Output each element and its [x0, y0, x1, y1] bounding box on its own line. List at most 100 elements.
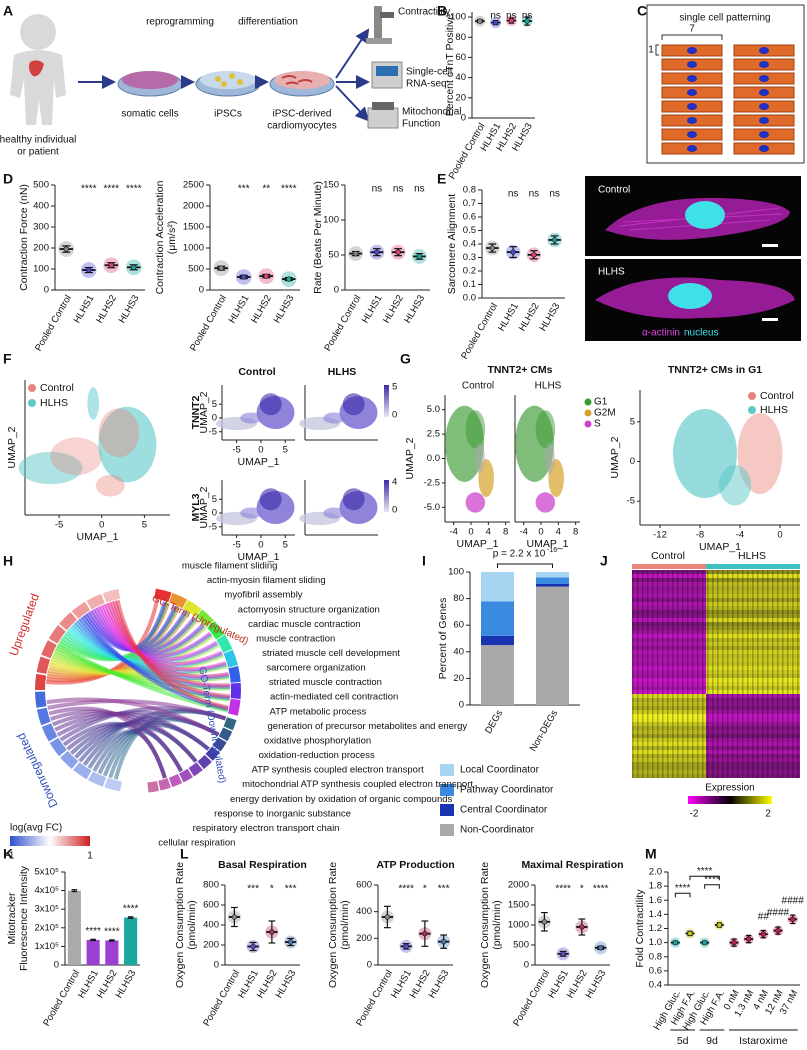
go-term: muscle contraction [256, 633, 335, 644]
mean-point [524, 18, 530, 24]
x-axis-label: UMAP_1 [456, 538, 498, 550]
legend-marker [584, 420, 592, 428]
heat-row [706, 690, 800, 694]
instruments [366, 6, 403, 129]
heat-row [632, 614, 706, 618]
assay-label: Contractility [398, 7, 450, 18]
expression-colorbar [688, 796, 772, 804]
heat-row [632, 630, 706, 634]
panel-label: F [3, 351, 12, 367]
significance-label: **** [123, 903, 139, 914]
heat-row [632, 586, 706, 590]
umap-title: TNNT2+ CMs [487, 364, 552, 376]
gene-label: MYL3 [190, 493, 202, 521]
go-term: oxidation-reduction process [259, 750, 375, 761]
y-tick-label: 0.0 [463, 293, 476, 304]
ring-segment [207, 621, 225, 640]
heat-row [632, 686, 706, 690]
ring-segment [223, 717, 237, 731]
panel-label: M [645, 846, 657, 862]
heat-noise [762, 570, 764, 778]
heat-noise [692, 570, 694, 778]
panel-label: H [3, 553, 13, 569]
significance-label: ns [549, 189, 560, 200]
heat-noise [777, 570, 779, 778]
step-label: differentiation [238, 17, 298, 28]
y-axis-label: Fluorescence Intensity [18, 865, 30, 971]
y-axis-label: UMAP_2 [6, 426, 18, 468]
colorbar-tick: 5 [392, 382, 397, 393]
heat-noise [772, 570, 774, 778]
heat-row [706, 646, 800, 650]
bar [105, 940, 119, 965]
panel-label: G [400, 351, 411, 367]
chart-title: Basal Respiration [218, 859, 307, 871]
y-axis-label: Fold Contractility [634, 889, 646, 968]
ring-segment [223, 649, 238, 668]
mean-point [440, 938, 447, 945]
heat-row [706, 654, 800, 658]
heat-row [706, 638, 800, 642]
chord-ribbon [51, 711, 198, 763]
heat-row [632, 742, 706, 746]
mean-point [541, 919, 548, 925]
heat-row [706, 682, 800, 686]
image-label: HLHS [598, 267, 625, 278]
significance-bracket [497, 563, 553, 568]
heat-row [632, 718, 706, 722]
dishes [117, 71, 335, 97]
legend-label: Pathway Coordinator [460, 785, 554, 796]
patterning-title: single cell patterning [679, 13, 770, 24]
assay-label: Mitochondrial [402, 107, 461, 118]
heatmap [632, 564, 800, 778]
significance-label: ns [372, 184, 383, 195]
x-axis-label: UMAP_1 [699, 541, 741, 553]
legend-label: HLHS [760, 404, 788, 416]
heat-noise [767, 570, 769, 778]
heat-row [706, 666, 800, 670]
go-term: oxidative phosphorylation [264, 735, 371, 746]
mean-point [395, 249, 401, 255]
heat-row [632, 590, 706, 594]
legend-label: Control [40, 382, 74, 394]
y-tick-label: 100 [323, 215, 339, 226]
heat-row [706, 686, 800, 690]
mean-point [422, 930, 428, 937]
chord-ribbon [48, 706, 167, 779]
heat-row [632, 658, 706, 662]
y-tick-label: 40 [455, 72, 466, 83]
ring-segment [36, 656, 51, 674]
heat-noise [682, 570, 684, 778]
y-tick-label: 5 [212, 399, 217, 410]
mean-point [250, 943, 256, 950]
significance-label: *** [238, 184, 250, 195]
y-tick-label: 0 [54, 960, 59, 971]
legend-label: G2M [594, 408, 616, 419]
x-tick-label: 5 [142, 520, 147, 531]
heat-row [706, 746, 800, 750]
legend-label: Control [760, 390, 794, 402]
x-tick-label: HLHS1 [227, 293, 252, 325]
significance-label: * [423, 884, 427, 895]
umap-title: TNNT2+ CMs in G1 [668, 364, 762, 376]
significance-label: *** [438, 884, 450, 895]
x-tick-label: HLHS3 [402, 293, 427, 325]
mean-point [492, 19, 499, 26]
pattern-nucleus [687, 61, 697, 68]
x-tick-label: Non-DEGs [528, 708, 561, 753]
significance-label: * [270, 884, 274, 895]
heat-row [706, 674, 800, 678]
y-tick-label: 400 [33, 201, 49, 212]
heat-row [706, 766, 800, 770]
y-tick-label: 5 [212, 494, 217, 505]
ring-segment [154, 588, 172, 603]
heat-row [632, 734, 706, 738]
ring-segment [48, 625, 66, 644]
heat-row [706, 650, 800, 654]
y-axis-label: Percent of Genes [437, 598, 449, 680]
heat-row [632, 670, 706, 674]
heat-row [632, 654, 706, 658]
heat-row [632, 582, 706, 586]
bar-segment [481, 572, 514, 602]
go-term: sarcomere organization [266, 663, 365, 674]
